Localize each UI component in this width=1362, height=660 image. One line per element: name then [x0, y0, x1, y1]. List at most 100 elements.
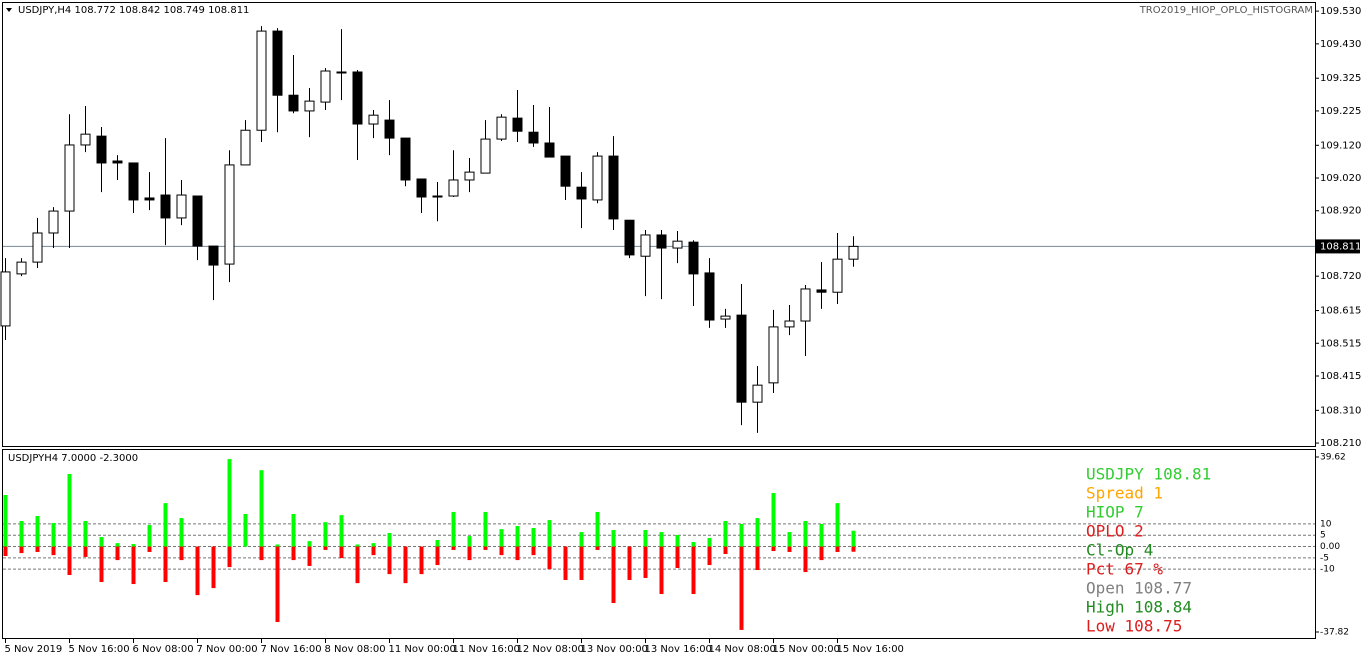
histogram-bar	[803, 546, 808, 573]
y-tick-label: 5	[1320, 531, 1326, 541]
histogram-bar	[67, 473, 72, 547]
histogram-bar	[643, 530, 648, 547]
y-tick-label: 10	[1320, 519, 1332, 529]
histogram-bar	[179, 546, 184, 561]
histogram-bar	[355, 546, 360, 584]
y-tick-label: 39.62	[1320, 453, 1346, 463]
histogram-bar	[259, 470, 264, 547]
histogram-bar	[371, 543, 376, 547]
info-line: Spread 1	[1086, 484, 1163, 503]
sub-frame	[2, 449, 1316, 639]
histogram-bar	[579, 546, 584, 580]
candle-body	[624, 219, 635, 256]
histogram-bar	[147, 546, 152, 552]
histogram-bar	[211, 546, 216, 589]
candle-body	[640, 234, 651, 257]
histogram-bar	[723, 520, 728, 547]
histogram-bar	[851, 546, 856, 552]
histogram-bar	[3, 495, 8, 547]
candle-body	[320, 70, 331, 103]
candle-body	[720, 315, 731, 320]
histogram-bar	[195, 546, 200, 596]
info-line: OPLO 2	[1086, 522, 1144, 541]
x-tick-label: 12 Nov 08:00	[517, 644, 584, 655]
candle-body	[384, 119, 395, 139]
candle-body	[592, 155, 603, 201]
y-tick-label: 108.615	[1320, 306, 1361, 317]
info-line: Low 108.75	[1086, 617, 1182, 636]
y-tick-label: -5	[1320, 553, 1329, 563]
histogram-bar	[755, 546, 760, 571]
histogram-bar	[531, 528, 536, 547]
histogram-bar	[323, 546, 328, 550]
histogram-bar	[595, 546, 600, 550]
last-price-label: 108.811	[1320, 241, 1361, 252]
info-line: High 108.84	[1086, 598, 1192, 617]
candle-body	[560, 155, 571, 187]
y-tick-label: 109.120	[1320, 140, 1361, 151]
histogram-bar	[243, 513, 248, 547]
candle-body	[416, 178, 427, 198]
histogram-bar	[67, 546, 72, 576]
candle-body	[144, 197, 155, 201]
candle-body	[32, 232, 43, 263]
histogram-bar	[371, 546, 376, 556]
candle-body	[464, 171, 475, 181]
histogram-bar	[579, 532, 584, 547]
candle-body	[704, 272, 715, 321]
candle-body	[256, 30, 267, 131]
x-tick-label: 6 Nov 08:00	[133, 644, 194, 655]
histogram-bar	[83, 520, 88, 547]
histogram-bar	[435, 539, 440, 547]
histogram-bar	[483, 546, 488, 550]
candle-body	[784, 320, 795, 328]
histogram-bar	[467, 536, 472, 547]
histogram-bar	[723, 546, 728, 554]
candle-body	[48, 210, 59, 234]
x-tick-label: 13 Nov 16:00	[645, 644, 712, 655]
histogram-bar	[707, 537, 712, 547]
candle-body	[448, 179, 459, 197]
y-tick-label: -37.82	[1320, 628, 1349, 638]
histogram-bar	[787, 532, 792, 547]
histogram-bar	[179, 518, 184, 547]
histogram-bar	[739, 546, 744, 630]
histogram-bar	[787, 546, 792, 552]
menu-arrow[interactable]	[6, 8, 12, 12]
info-line: HIOP 7	[1086, 503, 1144, 522]
y-tick-label: 0.00	[1320, 542, 1340, 552]
x-tick-label: 13 Nov 00:00	[581, 644, 648, 655]
indicator-header: USDJPYH4 7.0000 -2.3000	[8, 453, 138, 464]
candle-body	[816, 289, 827, 293]
histogram-bar	[627, 546, 632, 580]
x-tick-label: 15 Nov 16:00	[837, 644, 904, 655]
histogram-bar	[451, 511, 456, 547]
histogram-bar	[131, 546, 136, 585]
y-tick-label: 109.530	[1320, 6, 1361, 17]
candle-body	[128, 162, 139, 201]
histogram-bar	[3, 546, 8, 557]
candle-body	[336, 71, 347, 74]
histogram-bar	[259, 546, 264, 561]
histogram-bar	[51, 523, 56, 547]
histogram-bar	[35, 516, 40, 547]
histogram-bar	[323, 522, 328, 547]
candle-body	[768, 326, 779, 384]
candle-body	[176, 194, 187, 219]
histogram-bar	[771, 546, 776, 552]
candle-body	[208, 245, 219, 266]
candle-body	[288, 94, 299, 112]
candle-body	[16, 261, 27, 275]
histogram-bar	[803, 520, 808, 547]
candle-body	[160, 194, 171, 219]
histogram-bar	[659, 532, 664, 547]
histogram-bar	[547, 520, 552, 547]
histogram-bar	[163, 546, 168, 583]
candle-body	[848, 245, 859, 260]
histogram-bar	[643, 546, 648, 578]
histogram-bar	[147, 525, 152, 547]
candle-body	[496, 116, 507, 140]
histogram-bar	[403, 546, 408, 584]
candle-body	[64, 144, 75, 212]
